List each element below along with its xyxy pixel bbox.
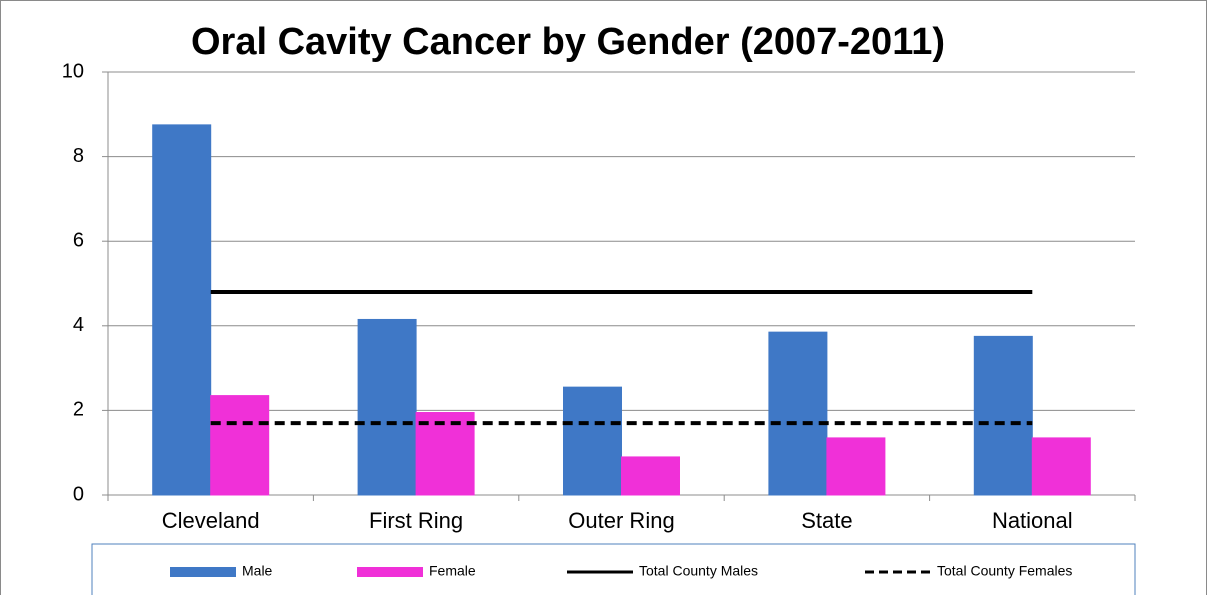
legend-label: Male — [242, 563, 273, 579]
y-tick-label: 8 — [73, 145, 84, 167]
legend-label: Female — [429, 563, 476, 579]
bar-shade — [416, 412, 475, 495]
x-tick-label: National — [992, 508, 1073, 533]
legend-box — [91, 543, 1136, 595]
bar-shade — [826, 437, 885, 495]
y-tick-label: 10 — [62, 60, 84, 82]
legend-label: Total County Females — [937, 563, 1072, 579]
legend-label: Total County Males — [639, 563, 758, 579]
x-tick-label: Outer Ring — [568, 508, 674, 533]
chart-title: Oral Cavity Cancer by Gender (2007-2011) — [191, 21, 945, 63]
y-tick-label: 0 — [73, 483, 84, 505]
bar-shade — [563, 387, 622, 495]
y-tick-label: 6 — [73, 229, 84, 251]
bar-shade — [358, 319, 417, 495]
x-tick-label: State — [801, 508, 852, 533]
y-tick-label: 4 — [73, 314, 84, 336]
bar-shade — [1032, 437, 1091, 495]
y-tick-label: 2 — [73, 399, 84, 421]
x-tick-label: First Ring — [369, 508, 463, 533]
bar-shade — [621, 456, 680, 495]
legend-swatch — [357, 567, 423, 577]
bar-shade — [210, 395, 269, 495]
bar-shade — [768, 332, 827, 495]
bar-shade — [974, 336, 1033, 495]
bar-shade — [152, 124, 211, 495]
x-tick-label: Cleveland — [162, 508, 260, 533]
legend-swatch — [170, 567, 236, 577]
